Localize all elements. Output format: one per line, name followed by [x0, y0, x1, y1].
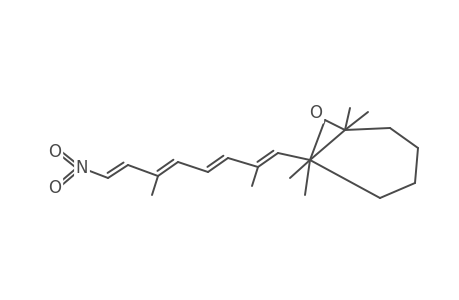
Text: O: O [48, 179, 62, 197]
Text: O: O [309, 104, 322, 122]
Text: O: O [48, 143, 62, 161]
Text: N: N [76, 159, 88, 177]
